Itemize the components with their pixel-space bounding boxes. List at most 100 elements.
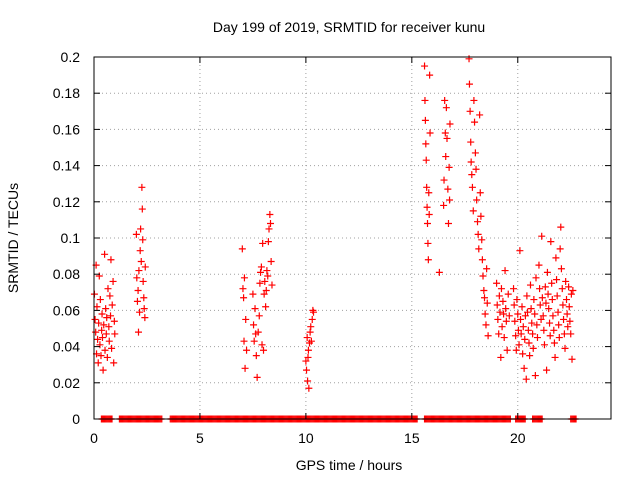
x-tick-labels: 0 5 10 15 20 (90, 430, 526, 446)
data-point (563, 296, 571, 304)
data-point (479, 272, 487, 280)
axis-ticks (93, 56, 611, 420)
data-point (532, 274, 540, 282)
data-point (249, 290, 257, 298)
data-point (502, 305, 510, 313)
y-tick-label: 0.1 (61, 230, 81, 246)
data-points (90, 55, 580, 423)
data-point (521, 335, 529, 343)
data-point (241, 364, 249, 372)
data-point (512, 346, 520, 354)
data-point (557, 223, 565, 231)
x-tick-label: 15 (404, 430, 420, 446)
data-point (563, 310, 571, 318)
data-point (514, 326, 522, 334)
data-point (522, 375, 530, 383)
data-point (497, 285, 505, 293)
data-point (138, 183, 146, 191)
data-point (559, 301, 567, 309)
data-point (531, 372, 539, 380)
data-point (468, 183, 476, 191)
data-point (108, 344, 116, 352)
data-point (105, 323, 113, 331)
data-point (426, 71, 434, 79)
data-point (498, 323, 506, 331)
data-point (502, 317, 510, 325)
x-tick-label: 20 (510, 430, 526, 446)
x-tick-label: 5 (196, 430, 204, 446)
data-point (495, 292, 503, 300)
data-point (446, 196, 454, 204)
data-point (548, 296, 556, 304)
data-point (538, 294, 546, 302)
data-point (566, 317, 574, 325)
data-point (474, 218, 482, 226)
data-point (553, 292, 561, 300)
data-point (240, 337, 248, 345)
y-axis-label: SRMTID / TECUs (5, 183, 21, 293)
data-point (242, 315, 250, 323)
data-point (103, 314, 111, 322)
data-point (443, 134, 451, 142)
data-point (478, 236, 486, 244)
y-tick-label: 0.08 (53, 266, 80, 282)
data-point (538, 232, 546, 240)
data-point (107, 256, 115, 264)
data-point (471, 118, 479, 126)
data-point (304, 377, 312, 385)
data-point (134, 286, 142, 294)
data-point (264, 238, 272, 246)
data-point (472, 165, 480, 173)
data-point (470, 96, 478, 104)
data-point (475, 245, 483, 253)
data-point (529, 330, 537, 338)
data-point (255, 312, 263, 320)
data-point (258, 341, 266, 349)
data-point (567, 330, 575, 338)
data-point (473, 196, 481, 204)
data-point (240, 274, 248, 282)
data-point (307, 323, 315, 331)
data-point (134, 328, 142, 336)
data-point (95, 272, 103, 280)
data-point (101, 250, 109, 258)
data-point (136, 308, 144, 316)
data-point (495, 330, 503, 338)
data-point (552, 254, 560, 262)
y-tick-label: 0 (72, 411, 80, 427)
data-point (425, 189, 433, 197)
data-point (540, 326, 548, 334)
data-point (136, 247, 144, 255)
data-point (444, 185, 452, 193)
data-point (101, 346, 109, 354)
data-point (135, 267, 143, 275)
data-point (304, 346, 312, 354)
data-point (476, 189, 484, 197)
data-point (556, 245, 564, 253)
data-point (425, 210, 433, 218)
data-point (100, 321, 108, 329)
data-point (523, 292, 531, 300)
data-point (262, 303, 270, 311)
data-point (103, 353, 111, 361)
data-point (305, 384, 313, 392)
data-point (501, 267, 509, 275)
data-point (440, 176, 448, 184)
data-point (557, 265, 565, 273)
data-point (93, 303, 101, 311)
data-point (139, 236, 147, 244)
data-point (132, 230, 140, 238)
data-point (520, 364, 528, 372)
data-point (536, 301, 544, 309)
data-point (524, 308, 532, 316)
data-point (266, 210, 274, 218)
data-point (536, 285, 544, 293)
data-point (421, 62, 429, 70)
data-point (137, 225, 145, 233)
data-point (565, 283, 573, 291)
data-point (546, 332, 554, 340)
data-point (466, 107, 474, 115)
data-point (517, 315, 525, 323)
data-point (515, 341, 523, 349)
data-point (493, 279, 501, 287)
